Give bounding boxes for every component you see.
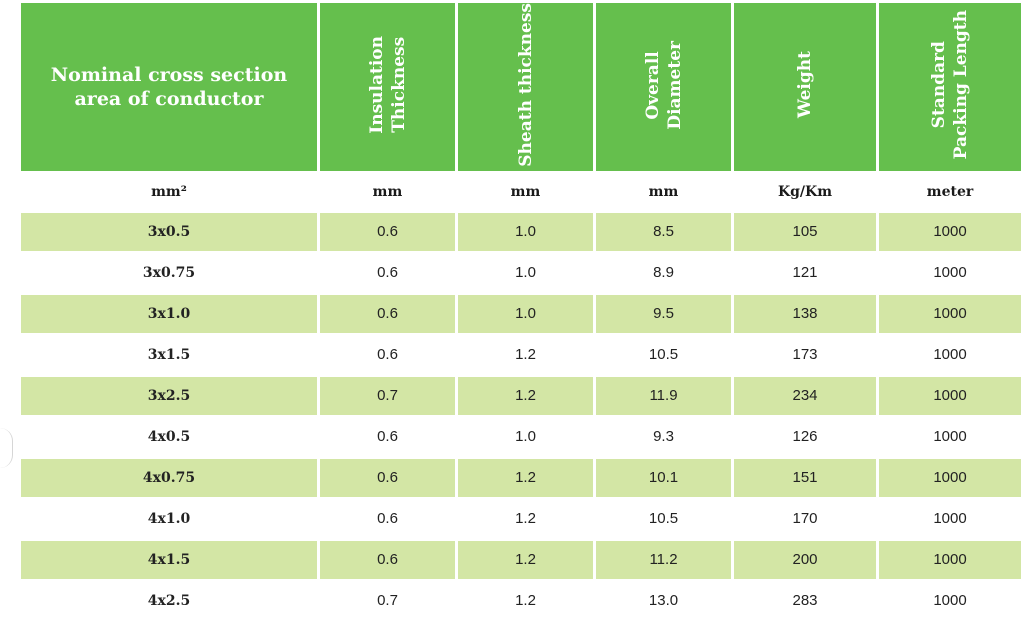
row-insulation-cell: 0.6: [320, 294, 455, 336]
header-packing-length: Standard Packing Length: [879, 3, 1021, 171]
row-insulation-cell: 0.6: [320, 335, 455, 377]
table-row: 4x1.5 0.6 1.2 11.2 200 1000: [21, 540, 1021, 582]
row-length-cell: 1000: [879, 499, 1021, 541]
header-packing-line2: Packing Length: [951, 10, 971, 160]
row-diameter-cell: 11.9: [596, 376, 731, 418]
row-diameter-cell: 10.5: [596, 499, 731, 541]
row-sheath-cell: 1.2: [458, 540, 593, 582]
header-insulation-line1: Insulation: [366, 35, 387, 134]
row-weight-cell: 138: [734, 294, 876, 336]
row-length-cell: 1000: [879, 376, 1021, 418]
table-row: 3x2.5 0.7 1.2 11.9 234 1000: [21, 376, 1021, 418]
row-sheath-cell: 1.2: [458, 335, 593, 377]
row-insulation-cell: 0.6: [320, 540, 455, 582]
unit-cell: mm: [458, 170, 593, 213]
table-row: 4x1.0 0.6 1.2 10.5 170 1000: [21, 499, 1021, 541]
row-insulation-cell: 0.7: [320, 581, 455, 623]
header-cross-section-label: Nominal cross section area of conductor: [50, 63, 288, 110]
unit-cell: mm²: [21, 170, 317, 213]
row-weight-cell: 126: [734, 417, 876, 459]
row-weight-cell: 170: [734, 499, 876, 541]
header-diameter-line2: Diameter: [664, 40, 685, 130]
row-length-cell: 1000: [879, 294, 1021, 336]
header-packing-line1: Standard: [929, 41, 949, 129]
row-sheath-cell: 1.2: [458, 581, 593, 623]
header-insulation-line2: Thickness: [388, 36, 409, 133]
row-type-cell: 3x1.0: [21, 294, 317, 336]
table-row: 4x0.75 0.6 1.2 10.1 151 1000: [21, 458, 1021, 500]
table-header-row: Nominal cross section area of conductor …: [21, 3, 1021, 171]
row-diameter-cell: 13.0: [596, 581, 731, 623]
row-insulation-cell: 0.6: [320, 253, 455, 295]
row-type-cell: 3x0.5: [21, 212, 317, 254]
row-diameter-cell: 10.5: [596, 335, 731, 377]
row-diameter-cell: 8.5: [596, 212, 731, 254]
cable-spec-table: Nominal cross section area of conductor …: [18, 3, 1024, 623]
row-type-cell: 4x1.5: [21, 540, 317, 582]
row-length-cell: 1000: [879, 458, 1021, 500]
row-length-cell: 1000: [879, 540, 1021, 582]
row-type-cell: 3x2.5: [21, 376, 317, 418]
unit-cell: Kg/Km: [734, 170, 876, 213]
row-weight-cell: 151: [734, 458, 876, 500]
header-diameter-line1: Overall: [642, 50, 663, 120]
row-insulation-cell: 0.6: [320, 417, 455, 459]
row-diameter-cell: 9.5: [596, 294, 731, 336]
table-row: 4x2.5 0.7 1.2 13.0 283 1000: [21, 581, 1021, 623]
table-row: 3x0.5 0.6 1.0 8.5 105 1000: [21, 212, 1021, 254]
row-sheath-cell: 1.2: [458, 376, 593, 418]
header-cross-section: Nominal cross section area of conductor: [21, 3, 317, 171]
row-length-cell: 1000: [879, 335, 1021, 377]
header-packing-label: Standard Packing Length: [928, 10, 972, 159]
units-row: mm² mm mm mm Kg/Km meter: [21, 170, 1021, 213]
row-diameter-cell: 9.3: [596, 417, 731, 459]
row-type-cell: 3x0.75: [21, 253, 317, 295]
row-weight-cell: 200: [734, 540, 876, 582]
row-length-cell: 1000: [879, 417, 1021, 459]
row-sheath-cell: 1.0: [458, 294, 593, 336]
row-sheath-cell: 1.2: [458, 499, 593, 541]
row-length-cell: 1000: [879, 253, 1021, 295]
row-weight-cell: 283: [734, 581, 876, 623]
row-sheath-cell: 1.0: [458, 212, 593, 254]
header-diameter-label: Overall Diameter: [642, 41, 686, 130]
row-type-cell: 3x1.5: [21, 335, 317, 377]
row-insulation-cell: 0.6: [320, 499, 455, 541]
header-insulation-thickness: Insulation Thickness: [320, 3, 455, 171]
table-row: 3x1.0 0.6 1.0 9.5 138 1000: [21, 294, 1021, 336]
row-weight-cell: 173: [734, 335, 876, 377]
table-row: 4x0.5 0.6 1.0 9.3 126 1000: [21, 417, 1021, 459]
row-type-cell: 4x0.5: [21, 417, 317, 459]
row-weight-cell: 234: [734, 376, 876, 418]
table-row: 3x0.75 0.6 1.0 8.9 121 1000: [21, 253, 1021, 295]
row-length-cell: 1000: [879, 212, 1021, 254]
row-diameter-cell: 10.1: [596, 458, 731, 500]
row-diameter-cell: 11.2: [596, 540, 731, 582]
row-sheath-cell: 1.0: [458, 417, 593, 459]
row-type-cell: 4x1.0: [21, 499, 317, 541]
row-sheath-cell: 1.0: [458, 253, 593, 295]
table-row: 3x1.5 0.6 1.2 10.5 173 1000: [21, 335, 1021, 377]
header-weight: Weight: [734, 3, 876, 171]
row-insulation-cell: 0.6: [320, 212, 455, 254]
row-type-cell: 4x2.5: [21, 581, 317, 623]
header-weight-label: Weight: [795, 51, 815, 119]
row-diameter-cell: 8.9: [596, 253, 731, 295]
row-weight-cell: 105: [734, 212, 876, 254]
page-edge-mark: [0, 428, 13, 468]
row-insulation-cell: 0.7: [320, 376, 455, 418]
unit-cell: mm: [320, 170, 455, 213]
row-sheath-cell: 1.2: [458, 458, 593, 500]
header-sheath-thickness: Sheath thickness: [458, 3, 593, 171]
unit-cell: mm: [596, 170, 731, 213]
row-weight-cell: 121: [734, 253, 876, 295]
header-sheath-label: Sheath thickness: [515, 3, 536, 167]
row-length-cell: 1000: [879, 581, 1021, 623]
row-insulation-cell: 0.6: [320, 458, 455, 500]
header-insulation-label: Insulation Thickness: [366, 36, 410, 134]
header-overall-diameter: Overall Diameter: [596, 3, 731, 171]
unit-cell: meter: [879, 170, 1021, 213]
row-type-cell: 4x0.75: [21, 458, 317, 500]
